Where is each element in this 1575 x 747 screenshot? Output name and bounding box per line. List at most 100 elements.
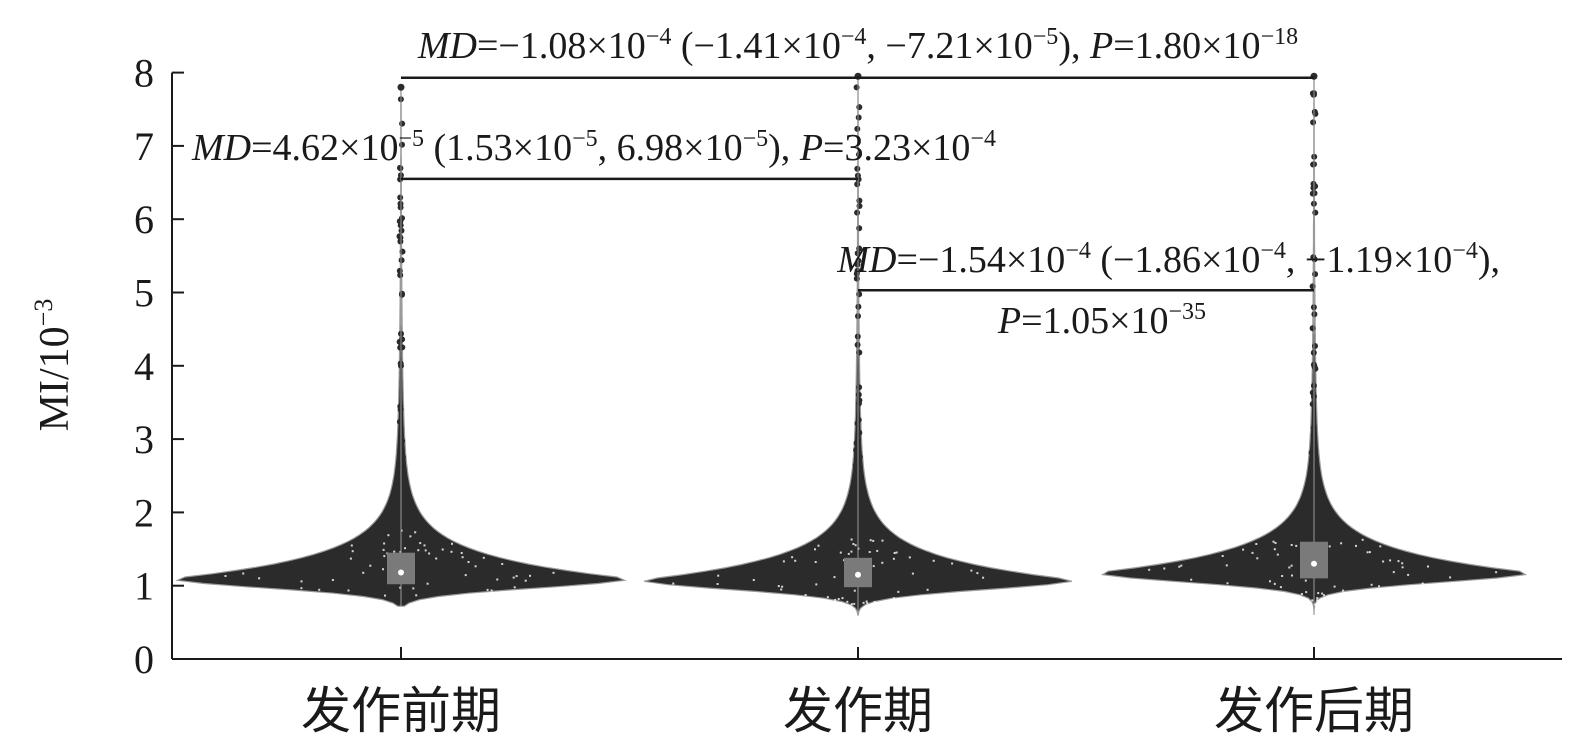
texture-speckle <box>1226 582 1229 585</box>
texture-speckle <box>1290 564 1293 567</box>
texture-speckle <box>486 588 489 591</box>
texture-speckle <box>350 544 353 547</box>
ann2-t5: =3.23×10 <box>823 127 970 169</box>
ann3-e1: −4 <box>1065 238 1091 264</box>
ann1-e4: −18 <box>1261 24 1299 50</box>
texture-speckle <box>804 594 807 596</box>
texture-speckle <box>833 576 836 579</box>
violin-group <box>1100 72 1528 616</box>
texture-speckle <box>1368 551 1371 554</box>
texture-speckle <box>409 535 412 538</box>
y-tick-label: 8 <box>134 51 154 96</box>
texture-speckle <box>881 539 884 542</box>
texture-speckle <box>1495 571 1498 574</box>
texture-speckle <box>908 556 911 559</box>
y-tick-label: 2 <box>134 490 154 535</box>
data-point <box>397 165 404 172</box>
texture-speckle <box>1279 586 1282 589</box>
texture-speckle <box>834 598 837 601</box>
texture-speckle <box>387 534 390 537</box>
texture-speckle <box>426 582 429 585</box>
texture-speckle <box>496 578 499 581</box>
texture-speckle <box>419 542 422 545</box>
ann2-t2: (1.53×10 <box>424 127 572 169</box>
texture-speckle <box>404 547 406 550</box>
x-category-label: 发作期 <box>783 682 933 740</box>
texture-speckle <box>1281 575 1284 577</box>
axes-layer: 0 1 2 3 4 5 6 7 8 发作前期 发作期 发作后期 <box>134 51 1562 740</box>
ann2-t4: ), <box>768 127 800 169</box>
data-point <box>399 248 406 255</box>
texture-speckle <box>399 586 402 589</box>
texture-speckle <box>382 568 384 571</box>
texture-speckle <box>515 575 518 578</box>
median-dot <box>855 571 861 578</box>
texture-speckle <box>242 572 245 575</box>
ann2-e1: −5 <box>398 126 424 152</box>
texture-speckle <box>1274 542 1277 544</box>
texture-speckle <box>384 594 386 597</box>
data-point <box>396 338 403 345</box>
texture-speckle <box>1401 566 1404 569</box>
texture-speckle <box>895 551 898 554</box>
ann2-p: P <box>799 127 823 169</box>
texture-speckle <box>1272 540 1275 543</box>
texture-speckle <box>868 551 871 553</box>
texture-speckle <box>850 603 853 606</box>
texture-speckle <box>467 561 470 563</box>
data-point <box>397 234 404 241</box>
texture-speckle <box>866 602 869 605</box>
data-point <box>855 391 862 398</box>
texture-speckle <box>1290 544 1293 546</box>
texture-speckle <box>814 561 817 563</box>
texture-speckle <box>1328 545 1331 548</box>
data-point <box>1309 401 1316 408</box>
texture-speckle <box>1255 543 1258 545</box>
median-dot <box>1311 560 1317 567</box>
texture-speckle <box>893 597 895 600</box>
data-point <box>854 125 861 132</box>
data-point <box>856 291 863 298</box>
texture-speckle <box>1342 589 1345 592</box>
iqr-box <box>387 552 415 585</box>
texture-speckle <box>383 542 386 545</box>
data-point <box>856 429 863 436</box>
texture-speckle <box>424 549 427 552</box>
data-point <box>399 438 406 444</box>
ann1-t2: (−1.41×10 <box>671 25 841 67</box>
texture-speckle <box>1180 564 1183 567</box>
ann3-p: P <box>997 300 1021 342</box>
texture-speckle <box>932 559 935 562</box>
texture-speckle <box>1273 582 1276 585</box>
texture-speckle <box>951 562 954 565</box>
texture-speckle <box>1389 559 1392 562</box>
texture-speckle <box>752 579 755 581</box>
texture-speckle <box>841 597 844 600</box>
texture-speckle <box>258 577 261 580</box>
data-point <box>852 462 859 468</box>
texture-speckle <box>423 544 426 547</box>
data-point <box>397 344 404 351</box>
texture-speckle <box>1269 580 1271 583</box>
texture-speckle <box>1313 603 1316 606</box>
texture-speckle <box>524 579 527 582</box>
y-tick-label: 5 <box>134 271 154 316</box>
texture-speckle <box>414 531 417 534</box>
texture-speckle <box>892 557 895 560</box>
texture-speckle <box>412 587 415 590</box>
ann3-t3: , −1.19×10 <box>1286 239 1452 281</box>
texture-speckle <box>853 589 856 592</box>
data-point <box>397 218 404 225</box>
ann1-e3: −5 <box>1033 24 1059 50</box>
texture-speckle <box>815 583 818 586</box>
ann3-t5: =1.05×10 <box>1021 300 1168 342</box>
texture-speckle <box>876 549 879 552</box>
texture-speckle <box>1291 574 1293 577</box>
ann3-t4: ), <box>1478 239 1500 281</box>
ann1-e2: −4 <box>841 24 867 50</box>
texture-speckle <box>1300 593 1303 595</box>
texture-speckle <box>872 539 875 542</box>
ann2-e4: −4 <box>970 126 996 152</box>
texture-speckle <box>1295 544 1298 547</box>
ann3-text: =−1.54×10 <box>897 239 1066 281</box>
